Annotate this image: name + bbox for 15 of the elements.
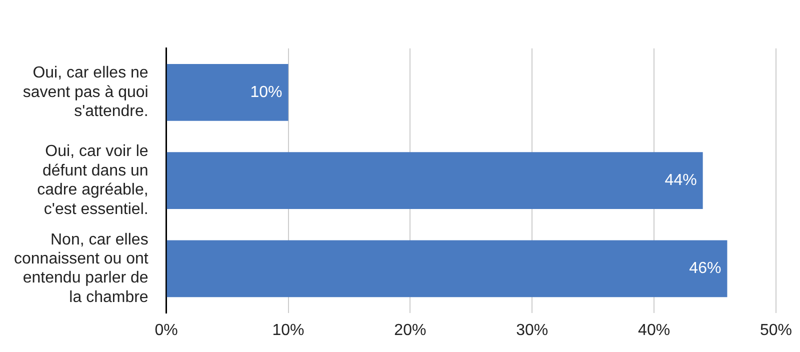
data-label: 46%: [689, 260, 722, 278]
bar: [166, 64, 288, 121]
data-label: 44%: [664, 172, 697, 190]
data-label: 10%: [250, 84, 282, 101]
x-tick-label: 20%: [394, 322, 426, 339]
x-tick-label: 0%: [154, 322, 178, 339]
bar: [166, 152, 703, 210]
x-tick-label: 30%: [516, 322, 548, 339]
y-tick-label: Oui, car voir le défunt dans un cadre agréable, c'est essentiel.: [37, 143, 148, 218]
x-tick-label: 10%: [272, 322, 304, 339]
bar: [166, 240, 728, 298]
y-tick-label: Non, car elles connaissent ou ont entendu parler de la chambre: [14, 231, 149, 306]
x-tick-label: 50%: [760, 322, 792, 339]
x-tick-label: 40%: [638, 322, 670, 339]
y-tick-label: Oui, car elles ne savent pas à quoi s'attendre.: [22, 64, 148, 120]
